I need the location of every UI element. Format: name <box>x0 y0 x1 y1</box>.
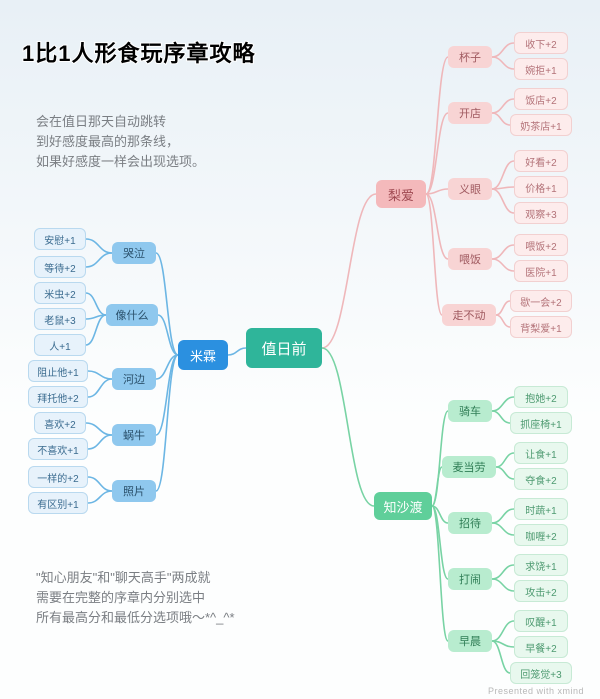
mindmap-edge <box>492 411 510 423</box>
mindmap-edge <box>492 579 514 591</box>
mindmap-edge <box>492 509 514 523</box>
mindmap-node-zh5c: 回笼觉+3 <box>510 662 572 684</box>
mindmap-node-li5b: 背梨爱+1 <box>510 316 572 338</box>
mindmap-node-zh5: 早晨 <box>448 630 492 652</box>
mindmap-node-zh5a: 叹醒+1 <box>514 610 568 632</box>
mindmap-edge <box>86 293 106 315</box>
mindmap-edge <box>88 371 112 379</box>
mindmap-edge <box>432 506 448 641</box>
mindmap-node-zh3: 招待 <box>448 512 492 534</box>
footnote-text: "知心朋友"和"聊天高手"两成就需要在完整的序章内分别选中所有最高分和最低分选项… <box>36 568 235 628</box>
mindmap-edge <box>492 99 514 113</box>
mindmap-node-mi2c: 人+1 <box>34 334 86 356</box>
mindmap-edge <box>322 194 376 348</box>
mindmap-node-li2b: 奶茶店+1 <box>510 114 572 136</box>
mindmap-node-li3a: 好看+2 <box>514 150 568 172</box>
mindmap-node-zh4: 打闹 <box>448 568 492 590</box>
mindmap-node-mi3: 河边 <box>112 368 156 390</box>
mindmap-node-zh3a: 时蔬+1 <box>514 498 568 520</box>
mindmap-node-mi5: 照片 <box>112 480 156 502</box>
mindmap-edge <box>426 57 448 194</box>
mindmap-node-li5a: 歇一会+2 <box>510 290 572 312</box>
mindmap-node-mi2: 像什么 <box>106 304 158 326</box>
mindmap-node-li2: 开店 <box>448 102 492 124</box>
mindmap-edge <box>492 621 514 641</box>
mindmap-edge <box>88 379 112 397</box>
mindmap-node-zh2b: 夺食+2 <box>514 468 568 490</box>
mindmap-node-li1a: 收下+2 <box>514 32 568 54</box>
mindmap-node-mi1: 哭泣 <box>112 242 156 264</box>
mindmap-edge <box>492 245 514 259</box>
mindmap-node-zh2: 麦当劳 <box>442 456 496 478</box>
mindmap-node-li3b: 价格+1 <box>514 176 568 198</box>
mindmap-node-zh4b: 攻击+2 <box>514 580 568 602</box>
mindmap-node-li1: 杯子 <box>448 46 492 68</box>
mindmap-node-mi1b: 等待+2 <box>34 256 86 278</box>
mindmap-node-zh1: 骑车 <box>448 400 492 422</box>
mindmap-edge <box>156 253 178 355</box>
mindmap-edge <box>496 315 510 327</box>
mindmap-edge <box>158 315 178 355</box>
mindmap-node-root: 值日前 <box>246 328 322 368</box>
mindmap-node-mi5a: 一样的+2 <box>28 466 88 488</box>
mindmap-node-mi2a: 米虫+2 <box>34 282 86 304</box>
mindmap-node-zh: 知沙渡 <box>374 492 432 520</box>
mindmap-edge <box>496 301 510 315</box>
mindmap-edge <box>492 259 514 271</box>
mindmap-edge <box>88 435 112 449</box>
subtitle-text: 会在值日那天自动跳转到好感度最高的那条线，如果好感度一样会出现选项。 <box>36 112 205 172</box>
mindmap-edge <box>492 113 510 125</box>
mindmap-edge <box>492 397 514 411</box>
mindmap-node-mi: 米霖 <box>178 340 228 370</box>
mindmap-edge <box>496 453 514 467</box>
mindmap-node-mi5b: 有区别+1 <box>28 492 88 514</box>
mindmap-edge <box>492 161 514 189</box>
page-title: 1比1人形食玩序章攻略 <box>22 36 255 68</box>
mindmap-edge <box>228 348 246 355</box>
mindmap-edge <box>86 423 112 435</box>
mindmap-edge <box>492 189 514 213</box>
mindmap-edge <box>492 523 514 535</box>
mindmap-edge <box>496 467 514 479</box>
mindmap-node-zh3b: 咖喱+2 <box>514 524 568 546</box>
mindmap-node-mi3b: 拜托他+2 <box>28 386 88 408</box>
mindmap-node-li2a: 饭店+2 <box>514 88 568 110</box>
mindmap-node-zh1b: 抓座椅+1 <box>510 412 572 434</box>
mindmap-edge <box>86 239 112 253</box>
mindmap-node-zh2a: 让食+1 <box>514 442 568 464</box>
mindmap-node-li4b: 医院+1 <box>514 260 568 282</box>
mindmap-edge <box>86 253 112 267</box>
mindmap-node-li3c: 观察+3 <box>514 202 568 224</box>
mindmap-node-li3: 义眼 <box>448 178 492 200</box>
mindmap-node-li: 梨爱 <box>376 180 426 208</box>
mindmap-node-li5: 走不动 <box>442 304 496 326</box>
mindmap-edge <box>322 348 374 506</box>
mindmap-node-li1b: 婉拒+1 <box>514 58 568 80</box>
mindmap-node-zh5b: 早餐+2 <box>514 636 568 658</box>
mindmap-edge <box>88 491 112 503</box>
mindmap-node-li4a: 喂饭+2 <box>514 234 568 256</box>
mindmap-node-mi4a: 喜欢+2 <box>34 412 86 434</box>
mindmap-edge <box>156 355 178 491</box>
mindmap-edge <box>492 565 514 579</box>
mindmap-node-mi4: 蜗牛 <box>112 424 156 446</box>
mindmap-node-mi1a: 安慰+1 <box>34 228 86 250</box>
mindmap-edge <box>88 477 112 491</box>
mindmap-node-mi4b: 不喜欢+1 <box>28 438 88 460</box>
mindmap-node-mi2b: 老鼠+3 <box>34 308 86 330</box>
mindmap-node-mi3a: 阻止他+1 <box>28 360 88 382</box>
mindmap-edge <box>492 43 514 57</box>
mindmap-node-li4: 喂饭 <box>448 248 492 270</box>
mindmap-node-zh1a: 抱她+2 <box>514 386 568 408</box>
mindmap-edge <box>492 57 514 69</box>
mindmap-edge <box>432 467 442 506</box>
watermark-text: Presented with xmind <box>488 686 584 696</box>
mindmap-node-zh4a: 求饶+1 <box>514 554 568 576</box>
